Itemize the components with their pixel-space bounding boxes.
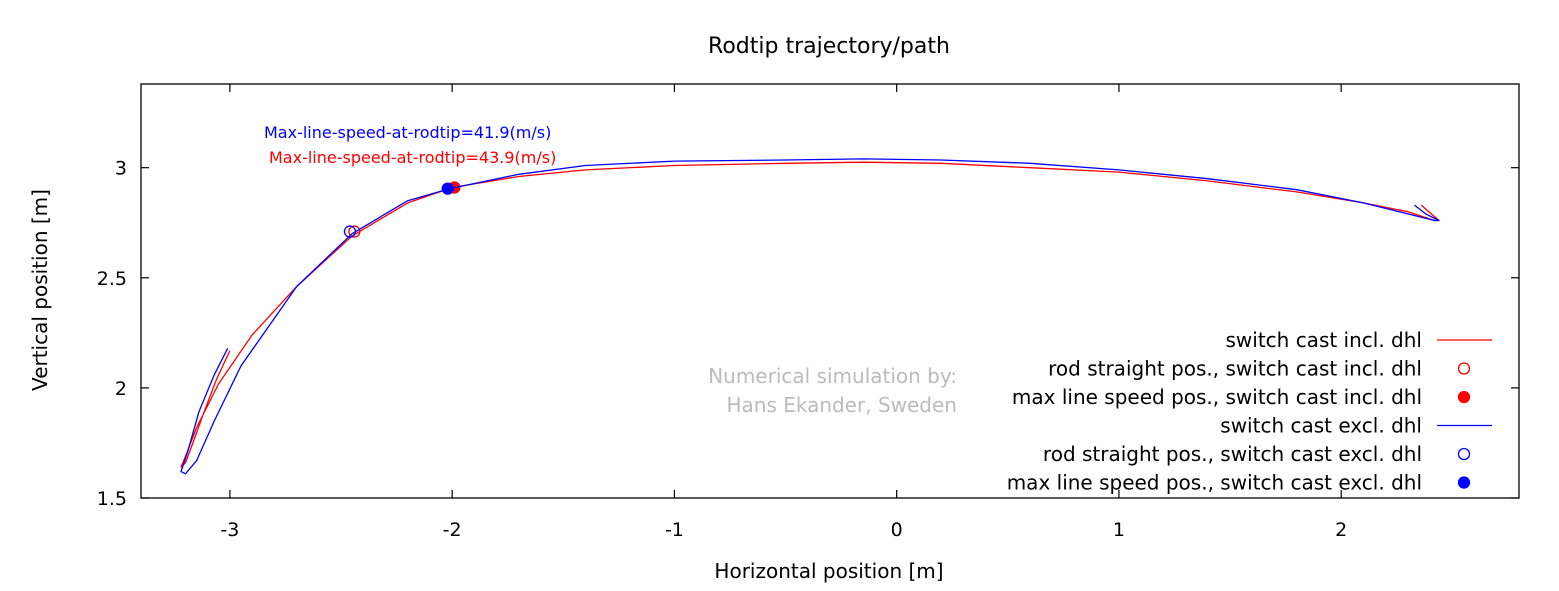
series-line-3 [180, 158, 1440, 475]
series-point-5 [441, 182, 454, 195]
x-tick-label: 2 [1335, 519, 1347, 541]
legend-key-1 [1457, 362, 1471, 375]
series-point-4 [343, 225, 357, 238]
legend-key-2 [1457, 390, 1471, 404]
y-tick-label: 3 [115, 158, 127, 180]
chart-title: Rodtip trajectory/path [708, 34, 950, 59]
legend: switch cast incl. dhl rod straight pos., … [1007, 328, 1492, 495]
legend-label-1: rod straight pos., switch cast incl. dhl [1048, 357, 1422, 381]
x-tick-label: -2 [443, 519, 462, 541]
x-axis-ticks: -3 -2 -1 0 1 2 [220, 84, 1347, 541]
y-tick-label: 2 [115, 378, 127, 400]
y-tick-label: 1.5 [97, 488, 127, 510]
legend-label-4: rod straight pos., switch cast excl. dhl [1043, 442, 1422, 466]
x-tick-label: -3 [220, 519, 239, 541]
plot-area-frame [140, 83, 1520, 499]
legend-label-0: switch cast incl. dhl [1225, 328, 1422, 352]
y-axis-label: Vertical position [m] [28, 189, 52, 391]
x-tick-label: 1 [1113, 519, 1125, 541]
x-tick-label: -1 [665, 519, 684, 541]
annotation-blue: Max-line-speed-at-rodtip=41.9(m/s) [264, 123, 551, 142]
series-layer [180, 158, 1440, 475]
legend-key-5 [1457, 476, 1471, 489]
series-point-1 [348, 225, 361, 238]
legend-key-4 [1457, 447, 1471, 461]
legend-label-2: max line speed pos., switch cast incl. d… [1012, 385, 1422, 409]
legend-label-5: max line speed pos., switch cast excl. d… [1007, 471, 1422, 495]
y-axis-ticks: 1.5 2 2.5 3 [97, 158, 1519, 510]
y-tick-label: 2.5 [97, 268, 127, 290]
x-axis-label: Horizontal position [m] [714, 559, 943, 583]
x-tick-label: 0 [891, 519, 903, 541]
watermark-line-1: Numerical simulation by: [708, 364, 957, 388]
watermark-line-2: Hans Ekander, Sweden [726, 393, 957, 417]
legend-label-3: switch cast excl. dhl [1220, 414, 1422, 438]
annotation-red: Max-line-speed-at-rodtip=43.9(m/s) [269, 148, 556, 167]
